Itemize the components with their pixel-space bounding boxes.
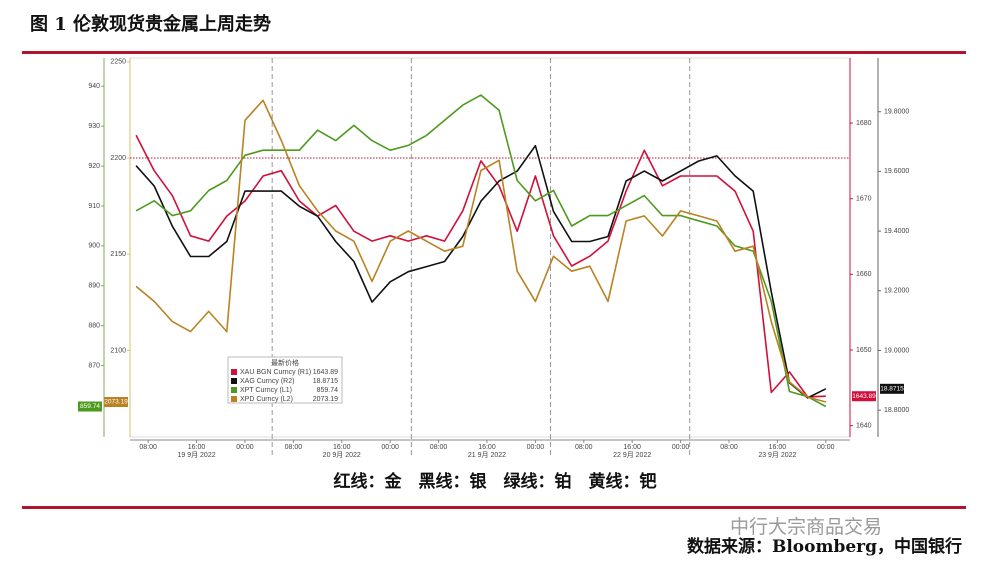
y-tick-label: 18.8000: [884, 407, 909, 414]
legend-value: 859.74: [317, 387, 339, 394]
y-tick-label: 890: [88, 283, 100, 290]
value-tag-label: 859.74: [80, 403, 100, 410]
caption: 红线：金 黑线：银 绿线：铂 黄线：钯: [333, 472, 657, 492]
y-tick-label: 19.2000: [884, 288, 909, 295]
legend-label: XAG Curncy (R2): [240, 378, 294, 385]
y-tick-label: 2250: [110, 59, 126, 66]
legend-value: 2073.19: [313, 396, 338, 403]
legend-swatch: [231, 378, 237, 384]
x-tick-label: 00:00: [381, 444, 399, 451]
x-tick-label: 08:00: [285, 444, 303, 451]
chart: 870 880 890 900 910 920 930 940 2100 2150 2200 2250…: [78, 57, 909, 459]
y-tick-label: 920: [88, 163, 100, 170]
title: 图 1 伦敦现货贵金属上周走势: [30, 14, 272, 35]
rule: [22, 506, 966, 509]
legend-swatch: [231, 369, 237, 375]
x-tick-label: 16:00: [769, 444, 787, 451]
x-tick-label: 00:00: [817, 444, 835, 451]
x-tick-label: 16:00: [333, 444, 351, 451]
y-tick-label: 19.6000: [884, 168, 909, 175]
y-tick-label: 19.0000: [884, 347, 909, 354]
x-date-label: 21 9月 2022: [468, 451, 506, 459]
y-tick-label: 1640: [856, 422, 872, 429]
legend-box: [227, 356, 343, 404]
y-tick-label: 19.4000: [884, 228, 909, 235]
value-tag-label: 18.8715: [880, 386, 904, 393]
value-tag: [852, 391, 876, 402]
x-date-label: 20 9月 2022: [323, 451, 361, 459]
y-tick-label: 940: [88, 83, 100, 90]
y-tick-label: 1680: [856, 120, 872, 127]
y-tick-label: 2200: [110, 155, 126, 162]
x-tick-label: 00:00: [672, 444, 690, 451]
y-tick-label: 19.8000: [884, 109, 909, 116]
y-tick-label: 1670: [856, 196, 872, 203]
legend-swatch: [231, 387, 237, 393]
y-tick-label: 2150: [110, 251, 126, 258]
legend-value: 18.8715: [313, 378, 338, 385]
rule: [22, 51, 966, 54]
y-tick-label: 1650: [856, 347, 872, 354]
x-date-label: 23 9月 2022: [758, 451, 796, 459]
y-tick-label: 1660: [856, 271, 872, 278]
series-line: [135, 99, 827, 403]
legend-title: 最新价格: [271, 358, 299, 367]
legend-label: XPD Curncy (L2): [240, 396, 293, 403]
x-tick-label: 16:00: [478, 444, 496, 451]
x-date-label: 22 9月 2022: [613, 451, 651, 459]
value-tag-label: 1643.89: [852, 393, 876, 400]
y-tick-label: 930: [88, 123, 100, 130]
y-tick-label: 910: [88, 203, 100, 210]
x-tick-label: 08:00: [720, 444, 738, 451]
x-tick-label: 16:00: [623, 444, 641, 451]
watermark: 中行大宗商品交易: [730, 516, 883, 538]
y-tick-label: 870: [88, 362, 100, 369]
y-tick-label: 880: [88, 323, 100, 330]
x-tick-label: 08:00: [430, 444, 448, 451]
legend-value: 1643.89: [313, 369, 338, 376]
series-line: [135, 134, 826, 398]
value-tag: [104, 397, 128, 408]
source: 数据来源：Bloomberg，中国银行: [686, 537, 962, 557]
series-line: [135, 94, 827, 408]
series-line: [135, 144, 827, 399]
x-tick-label: 08:00: [139, 444, 157, 451]
y-tick-label: 2100: [110, 347, 126, 354]
value-tag: [880, 383, 904, 394]
x-date-label: 19 9月 2022: [177, 451, 215, 459]
x-tick-label: 00:00: [527, 444, 545, 451]
x-tick-label: 16:00: [188, 444, 206, 451]
x-tick-label: 08:00: [575, 444, 593, 451]
legend-label: XPT Curncy (L1): [240, 387, 292, 394]
legend-label: XAU BGN Curncy (R1): [240, 369, 311, 376]
legend-swatch: [231, 396, 237, 402]
x-tick-label: 00:00: [236, 444, 254, 451]
value-tag: [78, 401, 102, 412]
y-tick-label: 900: [88, 243, 100, 250]
value-tag-label: 2073.19: [104, 399, 128, 406]
